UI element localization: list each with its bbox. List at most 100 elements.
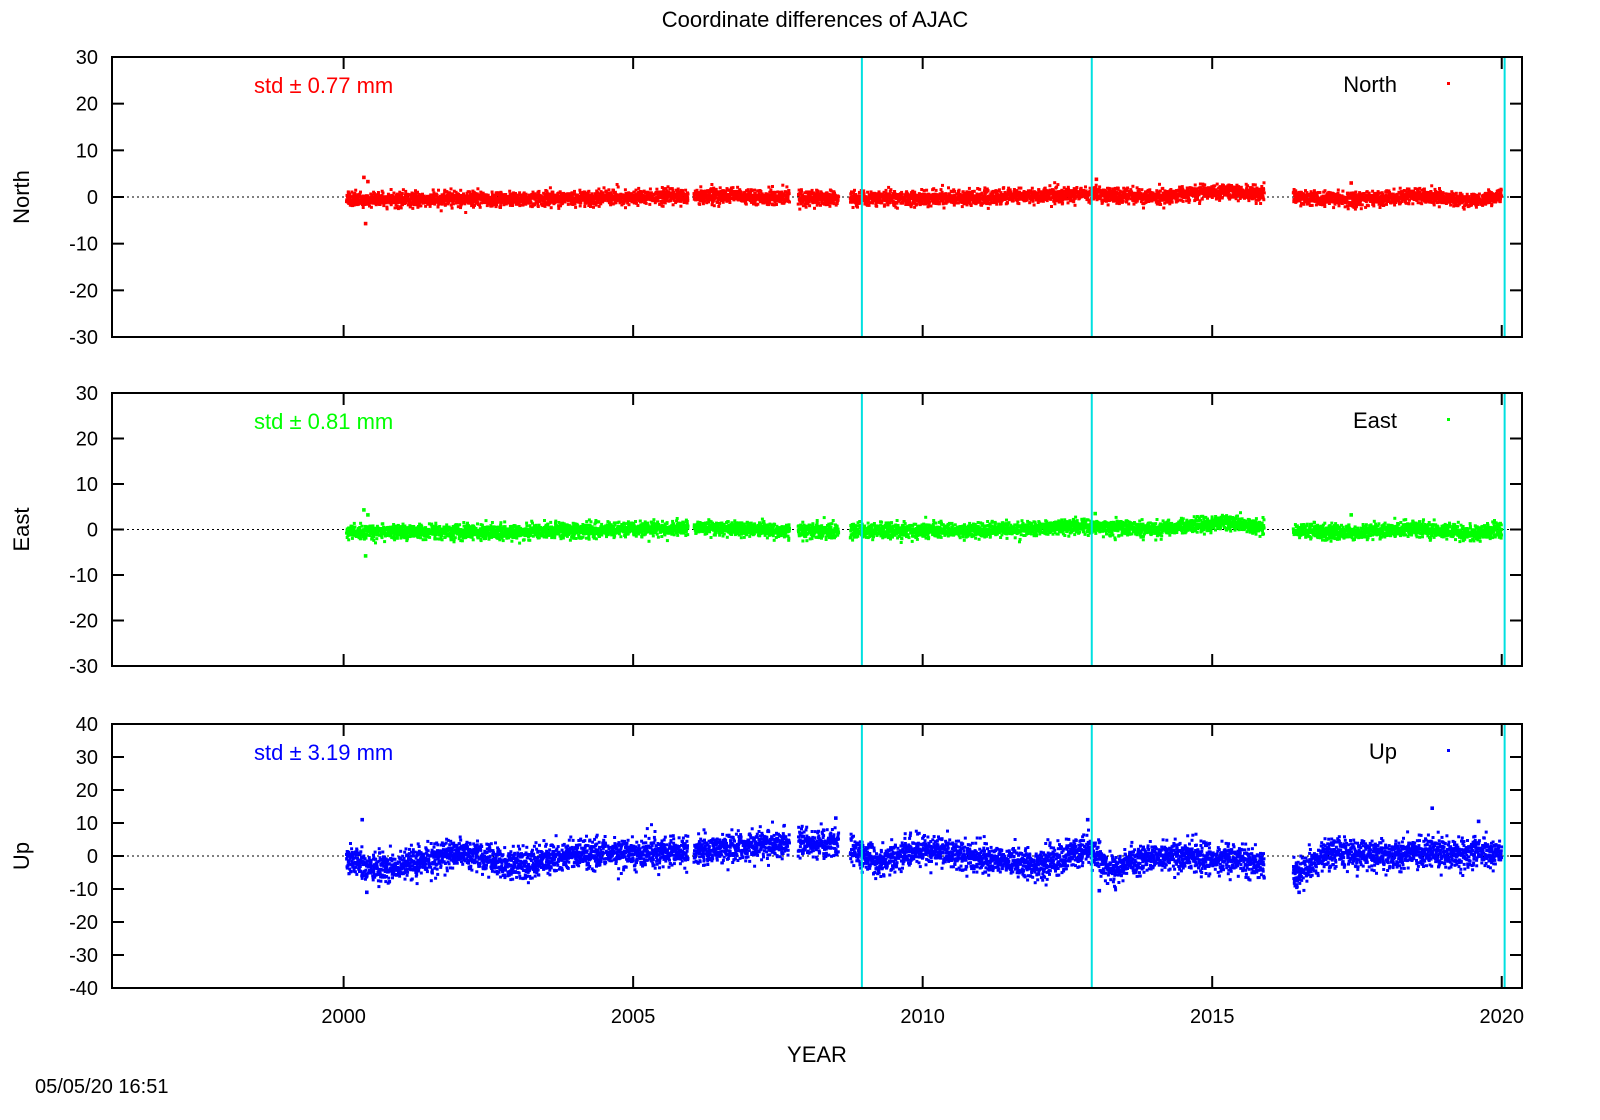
data-point (451, 202, 455, 206)
data-point (613, 190, 617, 194)
data-point (594, 203, 598, 207)
panel-north: std ± 0.77 mm North North -30-20-1001020… (9, 47, 1523, 349)
data-point (811, 199, 815, 203)
data-point (750, 189, 754, 193)
data-point (928, 200, 932, 204)
data-point (348, 192, 352, 196)
data-point (738, 193, 742, 197)
data-point (566, 199, 570, 203)
data-point (416, 205, 420, 209)
data-point (661, 204, 665, 208)
data-point (467, 201, 471, 205)
data-point (1239, 195, 1243, 199)
data-point (549, 206, 553, 210)
data-point (492, 202, 495, 206)
data-point (676, 187, 680, 191)
data-point (582, 192, 586, 196)
data-point (410, 191, 414, 195)
data-point (753, 188, 757, 192)
data-point (541, 202, 545, 206)
data-point (799, 202, 803, 206)
data-point (698, 194, 702, 198)
data-point (813, 199, 817, 202)
data-point (543, 204, 547, 208)
data-point (686, 196, 690, 200)
data-point (823, 195, 827, 199)
data-point (787, 189, 791, 192)
data-point (634, 188, 638, 192)
data-point (495, 202, 499, 206)
data-point (686, 192, 690, 196)
data-point (1056, 183, 1060, 187)
data-point (701, 202, 705, 206)
data-point (1061, 201, 1065, 205)
data-point (698, 202, 702, 206)
data-point (571, 192, 575, 196)
data-point (605, 191, 609, 195)
data-point (1159, 203, 1163, 206)
data-point (440, 202, 444, 206)
data-point (836, 198, 840, 202)
data-point (960, 205, 964, 209)
data-point (663, 201, 667, 205)
data-point (498, 195, 501, 199)
data-point (459, 204, 463, 208)
data-point (431, 194, 435, 198)
data-point (493, 196, 497, 200)
data-point (997, 188, 1001, 192)
data-point (1017, 202, 1021, 206)
data-point (1176, 199, 1180, 203)
data-point (536, 200, 540, 204)
data-point (508, 189, 512, 193)
data-point (478, 203, 481, 207)
data-point (1148, 188, 1152, 192)
data-point (627, 203, 631, 207)
data-point (400, 194, 403, 198)
data-point (664, 187, 668, 191)
data-point (797, 188, 801, 192)
data-point (668, 187, 672, 191)
data-point (614, 201, 618, 205)
data-point (410, 201, 414, 205)
data-point (818, 196, 822, 200)
data-point (518, 203, 522, 207)
data-point (728, 201, 732, 204)
data-point (603, 198, 607, 202)
data-point (671, 188, 675, 192)
y-axis-label-north: North (9, 170, 34, 224)
data-point (412, 192, 416, 196)
data-point (494, 198, 497, 202)
data-point (573, 200, 577, 204)
data-point (721, 196, 725, 200)
data-point (756, 189, 760, 193)
data-point (579, 201, 583, 205)
data-point (428, 202, 432, 206)
data-point (398, 190, 402, 194)
data-point (699, 189, 703, 193)
data-point (476, 201, 480, 205)
data-point (1193, 183, 1197, 187)
data-point (619, 192, 623, 196)
data-point (595, 189, 599, 193)
data-point (712, 204, 716, 208)
data-point (769, 188, 773, 192)
data-point (504, 193, 508, 196)
data-point (437, 198, 441, 202)
data-point (837, 195, 841, 199)
data-point (1203, 183, 1207, 187)
data-point (505, 200, 509, 204)
data-point (483, 199, 487, 202)
data-point (767, 203, 770, 207)
data-point (773, 200, 777, 203)
data-point (599, 202, 603, 206)
data-point (359, 190, 362, 194)
data-point (665, 190, 669, 194)
data-point (416, 190, 419, 194)
data-point (672, 191, 676, 194)
data-point (810, 188, 814, 192)
data-point (578, 188, 582, 192)
data-point (456, 205, 460, 209)
data-point (491, 199, 495, 203)
data-point (801, 193, 804, 197)
data-point (681, 196, 685, 200)
